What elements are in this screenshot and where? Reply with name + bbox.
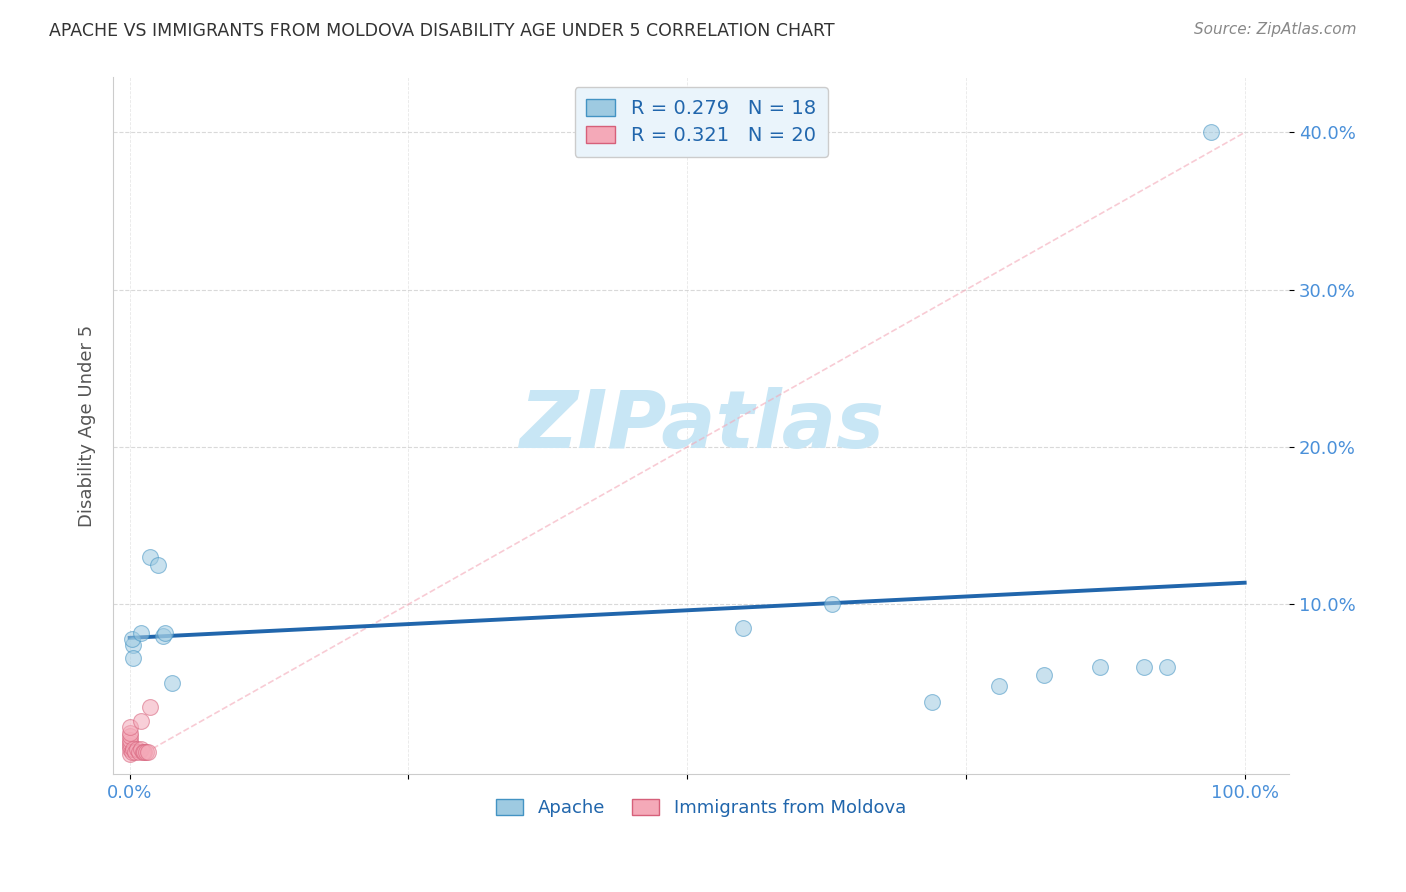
Point <box>129 625 152 640</box>
Point <box>124 745 146 759</box>
Point <box>134 745 156 759</box>
Point <box>1088 660 1111 674</box>
Point <box>138 550 160 565</box>
Point <box>988 679 1011 693</box>
Point <box>138 699 160 714</box>
Point <box>1133 660 1156 674</box>
Point <box>122 638 145 652</box>
Point <box>152 629 174 643</box>
Point <box>122 742 145 756</box>
Y-axis label: Disability Age Under 5: Disability Age Under 5 <box>79 325 96 527</box>
Point <box>135 745 157 759</box>
Point <box>118 747 141 761</box>
Legend: Apache, Immigrants from Moldova: Apache, Immigrants from Moldova <box>489 791 914 824</box>
Point <box>160 676 183 690</box>
Point <box>1199 126 1222 140</box>
Text: Source: ZipAtlas.com: Source: ZipAtlas.com <box>1194 22 1357 37</box>
Point <box>118 732 141 747</box>
Point <box>132 745 155 759</box>
Point <box>118 720 141 734</box>
Point <box>1032 668 1054 682</box>
Point <box>921 695 943 709</box>
Point <box>118 736 141 750</box>
Point <box>1156 660 1178 674</box>
Point <box>821 597 844 611</box>
Point <box>127 742 149 756</box>
Point <box>118 730 141 744</box>
Point <box>122 650 145 665</box>
Point <box>155 625 177 640</box>
Point <box>118 726 141 740</box>
Point <box>118 739 141 753</box>
Point <box>128 745 150 759</box>
Text: APACHE VS IMMIGRANTS FROM MOLDOVA DISABILITY AGE UNDER 5 CORRELATION CHART: APACHE VS IMMIGRANTS FROM MOLDOVA DISABI… <box>49 22 835 40</box>
Text: ZIPatlas: ZIPatlas <box>519 387 883 465</box>
Point <box>146 558 169 572</box>
Point <box>731 621 754 635</box>
Point <box>118 742 141 756</box>
Point <box>129 742 152 756</box>
Point <box>129 714 152 728</box>
Point <box>121 745 143 759</box>
Point <box>121 632 143 646</box>
Point <box>136 745 159 759</box>
